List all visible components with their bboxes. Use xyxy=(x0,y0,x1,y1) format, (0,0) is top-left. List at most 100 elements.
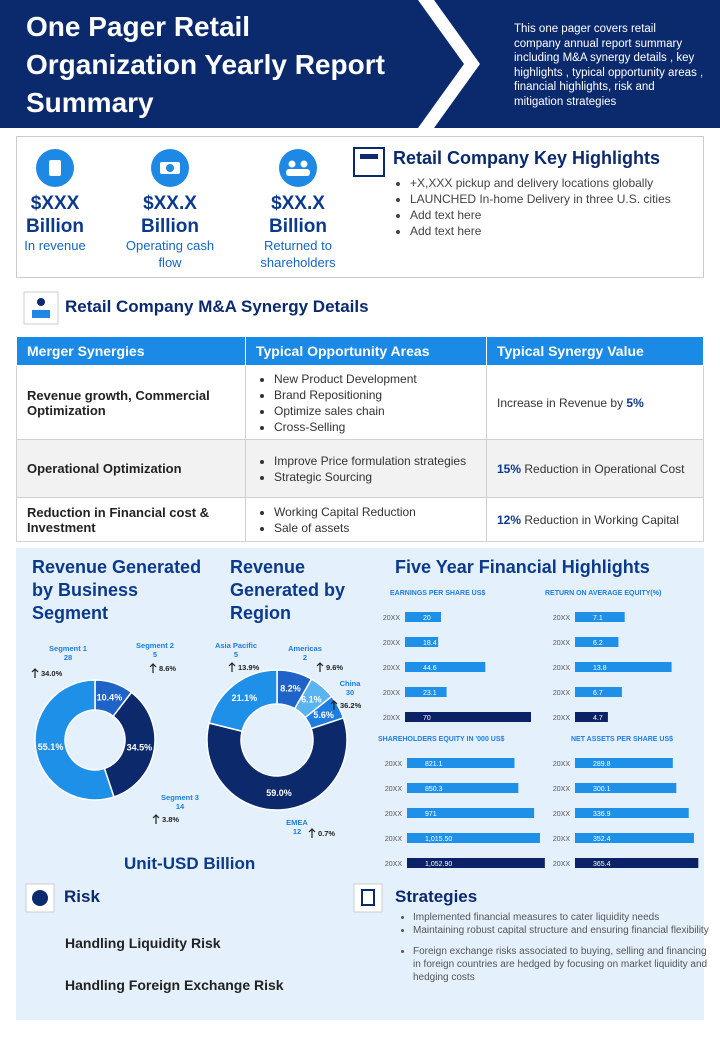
value-label: 6.7 xyxy=(593,690,603,697)
category-label: 20XX xyxy=(553,665,570,672)
strategies-icon xyxy=(361,889,375,906)
donut-slice xyxy=(206,717,348,811)
slice-label: 59.0% xyxy=(266,788,292,798)
row: Operational Optimization Improve Price f… xyxy=(16,439,704,498)
value-label: 18.4 xyxy=(423,640,437,647)
growth-label: 36.2% xyxy=(340,701,362,710)
bar xyxy=(407,758,515,768)
chart-title: Revenue Generated by Business Segment xyxy=(32,557,202,623)
category-label: 20XX xyxy=(385,836,402,843)
highlights-icon xyxy=(360,154,378,159)
value-label: 300.1 xyxy=(593,786,611,793)
growth-label: 0.7% xyxy=(318,829,335,838)
kpi-unit: Billion xyxy=(25,216,85,237)
bar xyxy=(575,687,622,697)
slice-label: 8.2% xyxy=(280,684,301,694)
category-label: Asia Pacific xyxy=(215,641,257,650)
category-label: 20XX xyxy=(383,665,400,672)
bar xyxy=(405,687,447,697)
area: Sale of assets xyxy=(274,520,476,536)
amount-label: 12 xyxy=(293,827,301,836)
amount-label: 28 xyxy=(64,653,72,662)
synergy-cell: Reduction in Financial cost & Investment xyxy=(16,497,246,542)
strategy-item: Maintaining robust capital structure and… xyxy=(413,924,713,937)
synergy-title: Retail Company M&A Synergy Details xyxy=(65,297,369,316)
bar xyxy=(575,758,673,768)
chevron xyxy=(418,0,480,128)
description: This one pager covers retail company ann… xyxy=(514,23,704,108)
growth-arrow xyxy=(330,700,338,710)
chart-title: Revenue Generated by Region xyxy=(230,557,346,623)
synergy-table: Merger Synergies Typical Opportunity Are… xyxy=(16,336,704,542)
value-label: 821.1 xyxy=(425,761,443,768)
amount-label: 5 xyxy=(153,650,157,659)
slice-label: 10.4% xyxy=(97,692,123,702)
synergy-icon xyxy=(37,298,45,306)
value-label: 1,052.90 xyxy=(425,861,452,868)
category-label: Segment 3 xyxy=(161,793,199,802)
slice-label: 5.6% xyxy=(313,710,334,720)
value-label: 365.4 xyxy=(593,861,611,868)
icon-glyph xyxy=(300,160,308,168)
category-label: EMEA xyxy=(286,818,308,827)
kpi-unit: Billion xyxy=(268,216,328,237)
value-cell: Increase in Revenue by 5% xyxy=(486,365,704,440)
bar xyxy=(407,783,519,793)
bar xyxy=(575,662,672,672)
category-label: 20XX xyxy=(553,640,570,647)
category-label: 20XX xyxy=(385,811,402,818)
amount-label: 30 xyxy=(346,688,354,697)
category-label: Americas xyxy=(288,644,322,653)
row: Reduction in Financial cost & Investment… xyxy=(16,497,704,542)
area: Optimize sales chain xyxy=(274,403,476,419)
category-label: 20XX xyxy=(385,786,402,793)
risk-icon xyxy=(32,890,48,906)
page-title: One Pager Retail Organization Yearly Rep… xyxy=(26,11,385,118)
kpi-icons xyxy=(36,149,317,187)
strategies-list: Implemented financial measures to cater … xyxy=(395,911,713,984)
category-label: China xyxy=(340,679,362,688)
area: Strategic Sourcing xyxy=(274,469,476,485)
amount-label: 5 xyxy=(234,650,238,659)
donut-slice xyxy=(208,669,278,733)
bar xyxy=(575,783,677,793)
bar xyxy=(405,612,441,622)
bar xyxy=(407,808,535,818)
bar xyxy=(405,712,531,722)
slice-label: 55.1% xyxy=(38,742,64,752)
value-highlight: 12% xyxy=(497,512,522,527)
strategies-title: Strategies xyxy=(395,887,478,906)
bar-chart-title: RETURN ON AVERAGE EQUITY(%) xyxy=(545,590,661,597)
value-label: 4.7 xyxy=(593,715,603,722)
category-label: 20XX xyxy=(553,761,570,768)
area: Improve Price formulation strategies xyxy=(274,453,476,469)
synergy-cell: Revenue growth, Commercial Optimization xyxy=(16,365,246,440)
slice-label: 34.5% xyxy=(127,742,153,752)
bar xyxy=(405,662,486,672)
value-label: 1,015.50 xyxy=(425,836,452,843)
category-label: 20XX xyxy=(553,615,570,622)
synergy-icon xyxy=(23,291,59,325)
kpi-value: $XXX xyxy=(30,193,80,214)
category-label: 20XX xyxy=(553,786,570,793)
bar xyxy=(405,637,439,647)
value-label: 850.3 xyxy=(425,786,443,793)
value-label: 971 xyxy=(425,811,437,818)
bar xyxy=(575,858,699,868)
header-row: Merger Synergies Typical Opportunity Are… xyxy=(16,336,704,366)
category-label: 20XX xyxy=(383,640,400,647)
value-label: 289.8 xyxy=(593,761,611,768)
kpi-label: In revenue xyxy=(24,238,86,253)
growth-arrow xyxy=(308,828,316,838)
value-text: Increase in Revenue by xyxy=(497,395,624,410)
growth-arrow xyxy=(152,814,160,824)
growth-label: 13.9% xyxy=(238,663,260,672)
category-label: 20XX xyxy=(553,811,570,818)
section-title: Five Year Financial Highlights xyxy=(395,557,650,577)
risk-item: Handling Foreign Exchange Risk xyxy=(65,977,284,993)
category-label: Segment 1 xyxy=(49,644,87,653)
area: Brand Repositioning xyxy=(274,387,476,403)
kpi-unit: Billion xyxy=(140,216,200,237)
